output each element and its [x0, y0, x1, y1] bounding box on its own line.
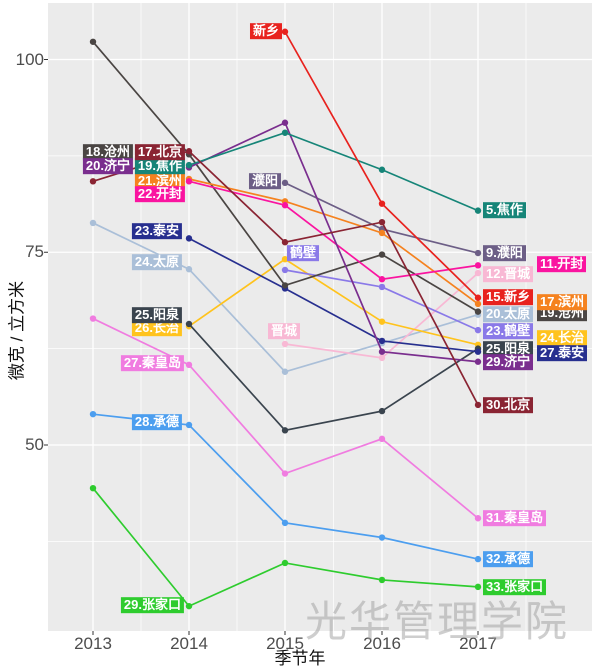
- data-point: [378, 166, 386, 173]
- data-point: [378, 251, 386, 258]
- series-line: [188, 121, 479, 363]
- data-point: [474, 207, 482, 214]
- data-point: [474, 348, 482, 355]
- data-point: [474, 294, 482, 301]
- data-point: [281, 28, 289, 35]
- data-point: [89, 410, 97, 418]
- data-point: [378, 276, 386, 283]
- data-point: [89, 219, 97, 227]
- data-point: [89, 38, 97, 45]
- data-point: [185, 361, 193, 369]
- data-point: [281, 519, 289, 527]
- data-point: [378, 200, 386, 207]
- series-line: [188, 237, 479, 353]
- data-point: [378, 354, 386, 362]
- data-point: [474, 401, 482, 409]
- data-point: [281, 282, 289, 289]
- data-point: [281, 470, 289, 477]
- data-point: [185, 148, 193, 155]
- data-point: [281, 129, 289, 136]
- data-point: [378, 218, 386, 226]
- data-point: [89, 178, 97, 185]
- data-point: [281, 255, 289, 263]
- data-point: [89, 315, 97, 322]
- data-point: [185, 178, 193, 185]
- series-line: [188, 323, 479, 432]
- data-point: [474, 262, 482, 269]
- data-point: [474, 249, 482, 257]
- data-point: [281, 368, 289, 375]
- data-point: [185, 235, 193, 242]
- data-point: [378, 576, 386, 584]
- data-point: [474, 300, 482, 308]
- data-point: [474, 269, 482, 277]
- series-lines: [89, 28, 482, 610]
- panel-background: [48, 3, 592, 631]
- watermark: 光华管理学院: [305, 598, 570, 645]
- data-point: [281, 239, 289, 246]
- data-point: [474, 358, 482, 365]
- data-point: [281, 119, 289, 126]
- y-axis-title: 微克 / 立方米: [7, 280, 27, 381]
- data-point: [474, 555, 482, 563]
- series-line: [188, 258, 479, 346]
- x-axis-title: 季节年: [274, 649, 326, 666]
- data-point: [474, 326, 482, 334]
- axis-tick-marks: [44, 59, 479, 635]
- data-point: [474, 515, 482, 522]
- data-point: [281, 559, 289, 567]
- data-point: [185, 320, 193, 328]
- data-point: [474, 583, 482, 591]
- data-point: [185, 161, 193, 169]
- series-line: [188, 180, 479, 281]
- data-point: [378, 534, 386, 541]
- plot-panel: [48, 3, 592, 631]
- data-point: [378, 348, 386, 355]
- series-line: [188, 178, 479, 305]
- data-point: [185, 602, 193, 610]
- data-point: [89, 484, 97, 492]
- data-point: [378, 337, 386, 345]
- data-point: [378, 407, 386, 415]
- data-point: [378, 229, 386, 237]
- data-point: [185, 421, 193, 429]
- data-point: [281, 202, 289, 209]
- data-point: [281, 179, 289, 187]
- data-point: [185, 266, 193, 273]
- data-point: [378, 283, 386, 291]
- data-point: [281, 340, 289, 348]
- data-point: [281, 427, 289, 434]
- series-line: [188, 131, 479, 212]
- data-point: [474, 308, 482, 315]
- data-point: [378, 435, 386, 443]
- data-point: [378, 318, 386, 325]
- data-point: [281, 266, 289, 274]
